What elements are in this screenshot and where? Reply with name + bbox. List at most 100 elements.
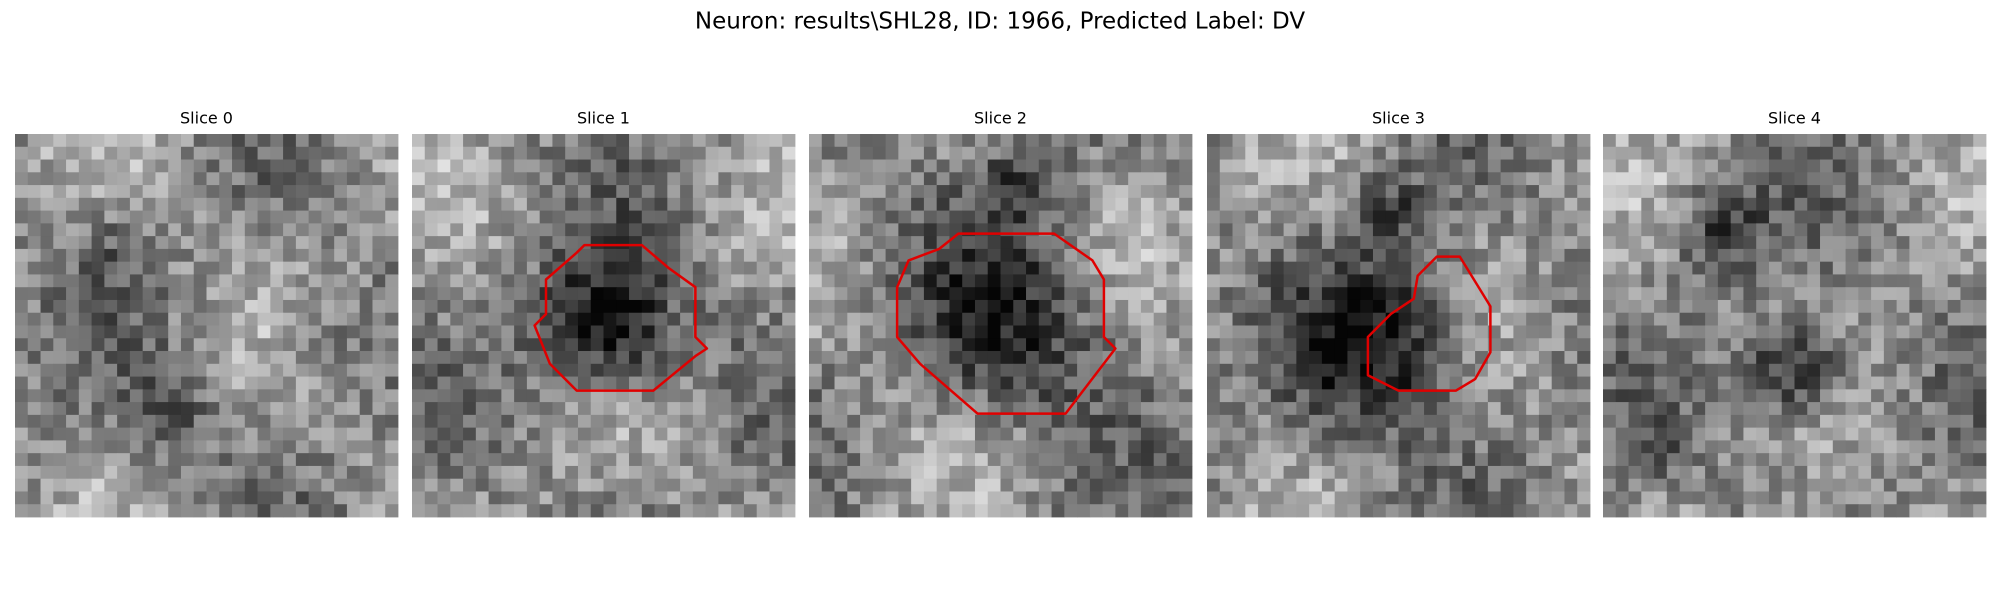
- pixel: [308, 504, 322, 518]
- pixel: [1283, 363, 1297, 377]
- pixel: [1153, 134, 1167, 148]
- pixel: [463, 440, 477, 454]
- pixel: [1026, 172, 1040, 186]
- pixel: [847, 478, 861, 492]
- pixel: [244, 504, 258, 518]
- pixel: [27, 223, 41, 237]
- pixel: [1475, 274, 1489, 288]
- pixel: [847, 274, 861, 288]
- pixel: [450, 338, 464, 352]
- pixel: [1692, 172, 1706, 186]
- pixel: [1051, 351, 1065, 365]
- pixel: [1781, 453, 1795, 467]
- pixel: [1436, 236, 1450, 250]
- pixel: [1398, 172, 1412, 186]
- pixel: [1411, 325, 1425, 339]
- pixel: [1064, 210, 1078, 224]
- pixel: [1768, 159, 1783, 173]
- pixel: [577, 376, 592, 390]
- pixel: [1564, 440, 1578, 454]
- pixel: [834, 427, 848, 441]
- pixel: [872, 402, 886, 416]
- pixel: [1258, 261, 1272, 275]
- pixel: [641, 491, 655, 505]
- pixel: [718, 389, 732, 403]
- pixel: [1258, 210, 1272, 224]
- pixel: [437, 376, 451, 390]
- pixel: [206, 197, 220, 211]
- pixel: [1487, 363, 1502, 377]
- pixel: [1424, 465, 1438, 480]
- pixel: [1064, 223, 1078, 237]
- pixel: [1077, 414, 1091, 429]
- pixel: [283, 504, 297, 518]
- pixel: [91, 299, 105, 314]
- pixel: [1743, 299, 1757, 314]
- pixel: [1013, 261, 1027, 275]
- pixel: [66, 146, 80, 160]
- pixel: [769, 465, 783, 480]
- pixel: [667, 312, 681, 326]
- pixel: [412, 185, 426, 199]
- pixel: [475, 236, 489, 250]
- pixel: [1207, 210, 1221, 224]
- pixel: [860, 504, 874, 518]
- pixel: [743, 210, 758, 224]
- pixel: [1973, 351, 1987, 365]
- pixel: [565, 465, 579, 480]
- pixel: [1743, 223, 1757, 237]
- pixel: [488, 440, 502, 454]
- pixel: [1756, 325, 1770, 339]
- pixel: [1013, 299, 1027, 314]
- pixel: [629, 261, 643, 275]
- pixel: [1051, 491, 1065, 505]
- pixel: [1475, 159, 1489, 173]
- pixel: [53, 134, 67, 148]
- pixel: [488, 274, 502, 288]
- pixel: [949, 287, 963, 301]
- pixel: [1360, 453, 1374, 467]
- pixel: [705, 427, 719, 441]
- pixel: [1781, 338, 1795, 352]
- pixel: [155, 427, 169, 441]
- pixel: [1064, 146, 1078, 160]
- pixel: [616, 491, 630, 505]
- pixel: [1102, 376, 1116, 390]
- pixel: [911, 236, 925, 250]
- pixel: [1000, 376, 1014, 390]
- pixel: [1245, 146, 1259, 160]
- pixel: [1398, 402, 1412, 416]
- pixel: [692, 248, 707, 263]
- pixel: [1883, 389, 1898, 403]
- pixel: [1871, 248, 1885, 263]
- pixel: [129, 389, 144, 403]
- pixel: [1500, 440, 1514, 454]
- pixel: [680, 491, 694, 505]
- pixel: [180, 325, 195, 339]
- pixel: [616, 325, 630, 339]
- pixel: [743, 299, 758, 314]
- pixel: [539, 478, 553, 492]
- pixel: [1730, 146, 1744, 160]
- pixel: [437, 287, 451, 301]
- pixel: [1153, 248, 1167, 263]
- pixel: [91, 478, 105, 492]
- pixel: [1179, 134, 1193, 148]
- pixel: [1909, 261, 1923, 275]
- pixel: [1705, 351, 1719, 365]
- pixel: [321, 274, 335, 288]
- pixel: [1577, 414, 1591, 429]
- pixel: [232, 402, 246, 416]
- pixel: [1896, 389, 1910, 403]
- pixel: [603, 338, 617, 352]
- pixel: [334, 312, 348, 326]
- pixel: [809, 414, 823, 429]
- pixel: [834, 491, 848, 505]
- pixel: [1909, 351, 1923, 365]
- pixel: [1756, 261, 1770, 275]
- pixel: [1283, 172, 1297, 186]
- pixel: [577, 338, 592, 352]
- pixel: [1245, 134, 1259, 148]
- pixel: [949, 134, 963, 148]
- pixel: [552, 210, 566, 224]
